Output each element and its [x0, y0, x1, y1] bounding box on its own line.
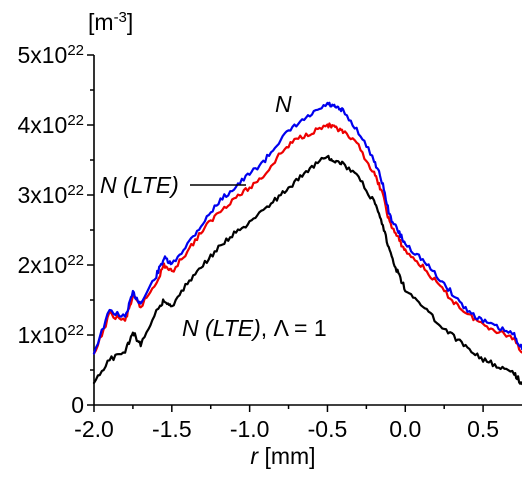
y-tick-exponent: 22 — [67, 42, 84, 59]
y-tick-mantissa: 2x10 — [17, 252, 67, 278]
y-tick-mantissa: 3x10 — [17, 182, 67, 208]
x-tick-label: -2.0 — [74, 416, 114, 442]
x-tick-label: 0.5 — [467, 416, 499, 442]
y-tick-mantissa: 5x10 — [17, 42, 67, 68]
series-line — [92, 154, 522, 386]
y-tick-mantissa: 1x10 — [17, 322, 67, 348]
axes — [93, 55, 522, 406]
x-axis-label: r [mm] — [250, 443, 315, 469]
x-axis-label-unit: [mm] — [264, 443, 315, 469]
x-tick-label: 0.0 — [389, 416, 421, 442]
y-unit-close: ] — [127, 9, 133, 35]
series-layer — [92, 101, 522, 386]
series-line — [92, 101, 522, 355]
y-tick-label: 5x1022 — [17, 42, 84, 69]
annotation-n-lte-lambda-rest: , Λ = 1 — [261, 315, 327, 341]
y-tick-exponent: 22 — [67, 322, 84, 339]
y-tick-exponent: 22 — [67, 112, 84, 129]
x-axis-label-var: r — [250, 443, 259, 469]
y-axis-unit-label: [m-3] — [88, 9, 133, 36]
x-tick-label: -0.5 — [308, 416, 348, 442]
x-tick-label: -1.5 — [152, 416, 192, 442]
x-ticks: -2.0 -1.5 -1.0 -0.5 0.0 0.5 — [74, 405, 499, 442]
y-tick-label: 3x1022 — [17, 182, 84, 209]
y-unit-base: [m — [88, 9, 114, 35]
y-tick-label: 1x1022 — [17, 322, 84, 349]
y-tick-mantissa: 0 — [71, 392, 84, 418]
y-tick-exponent: 22 — [67, 182, 84, 199]
y-tick-label: 0 — [71, 392, 84, 418]
annotation-n-lte: N (LTE) — [100, 172, 179, 198]
y-tick-label: 4x1022 — [17, 112, 84, 139]
series-line — [92, 122, 522, 355]
annotation-n-lte-lambda-italic: N (LTE) — [182, 315, 261, 341]
y-tick-exponent: 22 — [67, 252, 84, 269]
y-tick-label: 2x1022 — [17, 252, 84, 279]
y-unit-exp: -3 — [114, 9, 127, 26]
y-tick-mantissa: 4x10 — [17, 112, 67, 138]
x-tick-label: -1.0 — [230, 416, 270, 442]
annotation-n: N — [275, 91, 292, 117]
annotation-n-lte-lambda: N (LTE), Λ = 1 — [182, 315, 327, 341]
